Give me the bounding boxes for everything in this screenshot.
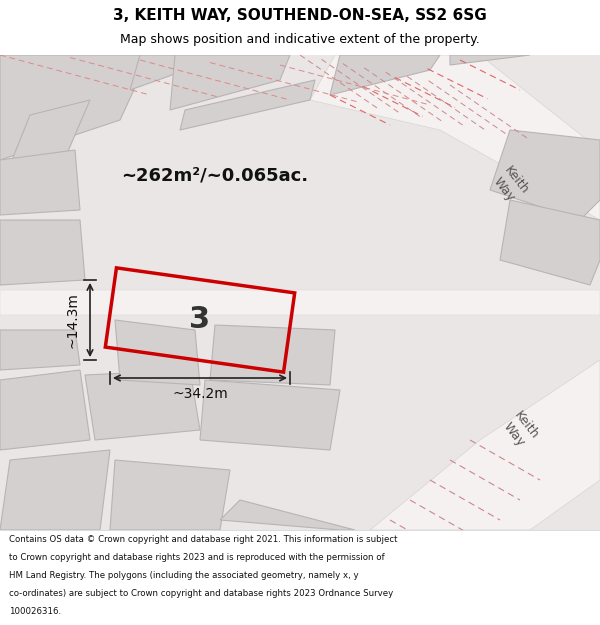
Polygon shape	[0, 330, 80, 370]
Polygon shape	[0, 100, 90, 190]
Polygon shape	[220, 500, 355, 530]
Polygon shape	[200, 380, 340, 450]
Polygon shape	[115, 320, 200, 385]
Polygon shape	[0, 220, 85, 285]
Text: to Crown copyright and database rights 2023 and is reproduced with the permissio: to Crown copyright and database rights 2…	[9, 552, 385, 562]
Polygon shape	[170, 55, 290, 110]
Polygon shape	[0, 150, 80, 215]
Polygon shape	[110, 460, 230, 530]
Text: Map shows position and indicative extent of the property.: Map shows position and indicative extent…	[120, 33, 480, 46]
Text: ~14.3m: ~14.3m	[65, 292, 79, 348]
Polygon shape	[210, 325, 335, 385]
Polygon shape	[85, 370, 200, 440]
Polygon shape	[0, 290, 600, 315]
Polygon shape	[330, 55, 440, 95]
Text: ~262m²/~0.065ac.: ~262m²/~0.065ac.	[121, 166, 308, 184]
Polygon shape	[490, 130, 600, 220]
Text: 3: 3	[190, 306, 211, 334]
Polygon shape	[0, 55, 150, 160]
Text: Keith
Way: Keith Way	[499, 409, 541, 451]
Polygon shape	[500, 200, 600, 285]
Text: 100026316.: 100026316.	[9, 607, 61, 616]
Text: Contains OS data © Crown copyright and database right 2021. This information is : Contains OS data © Crown copyright and d…	[9, 535, 398, 544]
Polygon shape	[370, 360, 600, 530]
Polygon shape	[450, 55, 530, 65]
Text: HM Land Registry. The polygons (including the associated geometry, namely x, y: HM Land Registry. The polygons (includin…	[9, 571, 359, 580]
Polygon shape	[0, 370, 90, 450]
Text: Keith
Way: Keith Way	[489, 164, 531, 206]
Polygon shape	[130, 55, 210, 90]
Text: co-ordinates) are subject to Crown copyright and database rights 2023 Ordnance S: co-ordinates) are subject to Crown copyr…	[9, 589, 393, 598]
Polygon shape	[180, 80, 315, 130]
Polygon shape	[0, 450, 110, 530]
Polygon shape	[310, 55, 600, 220]
Text: ~34.2m: ~34.2m	[172, 387, 228, 401]
Text: 3, KEITH WAY, SOUTHEND-ON-SEA, SS2 6SG: 3, KEITH WAY, SOUTHEND-ON-SEA, SS2 6SG	[113, 8, 487, 23]
